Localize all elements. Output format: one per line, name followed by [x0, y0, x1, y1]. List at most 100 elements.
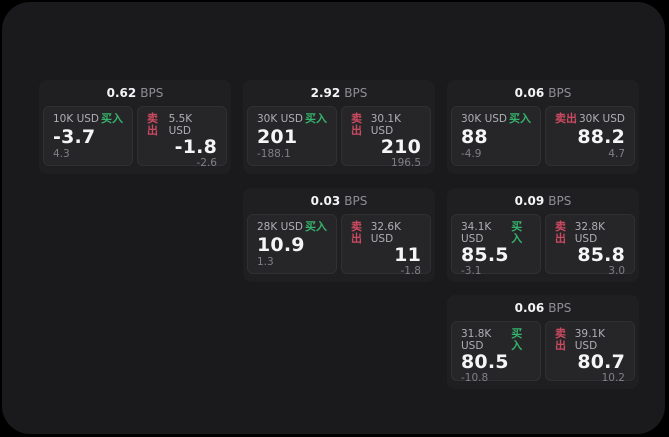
bps-label: BPS: [548, 194, 572, 208]
sell-badge: 卖出: [555, 112, 577, 125]
panel-top: 卖出 32.8K USD: [555, 220, 625, 246]
price-tile: 0.09 BPS 34.1K USD 买入 85.5 -3.1 卖出 32.8K…: [447, 188, 639, 282]
buy-badge: 买入: [511, 220, 523, 245]
tile-body: 10K USD 买入 -3.7 4.3 卖出 5.5K USD -1.8 -2.…: [39, 106, 231, 170]
spread-value: 0.09: [514, 194, 545, 208]
buy-size: 30K USD: [461, 113, 508, 125]
sell-panel[interactable]: 卖出 5.5K USD -1.8 -2.6: [137, 106, 227, 169]
sell-delta: 10.2: [601, 372, 625, 384]
bps-label: BPS: [548, 86, 572, 100]
sell-delta: -2.6: [196, 157, 218, 169]
buy-panel[interactable]: 30K USD 买入 88 -4.9: [451, 106, 541, 166]
spread-header: 0.62 BPS: [39, 80, 231, 106]
tile-body: 30K USD 买入 201 -188.1 卖出 30.1K USD 210 1…: [243, 106, 435, 170]
spread-header: 2.92 BPS: [243, 80, 435, 106]
buy-price: -3.7: [53, 125, 96, 148]
buy-badge: 买入: [305, 112, 327, 125]
panel-top: 34.1K USD 买入: [461, 220, 531, 246]
sell-price: -1.8: [174, 136, 217, 158]
spread-value: 2.92: [310, 86, 341, 100]
sell-size: 30.1K USD: [370, 113, 401, 137]
spread-value: 0.03: [310, 194, 341, 208]
bps-label: BPS: [344, 194, 368, 208]
buy-size: 28K USD: [257, 221, 304, 233]
buy-delta: 1.3: [257, 256, 274, 268]
panel-top: 30K USD 买入: [257, 112, 327, 126]
panel-top: 卖出 30K USD: [555, 112, 625, 126]
sell-price: 11: [394, 244, 421, 266]
buy-delta: -10.8: [461, 372, 489, 384]
buy-price: 201: [257, 125, 298, 148]
spread-value: 0.06: [514, 86, 545, 100]
spread-header: 0.09 BPS: [447, 188, 639, 214]
sell-delta: -1.8: [400, 265, 422, 277]
sell-panel[interactable]: 卖出 39.1K USD 80.7 10.2: [545, 321, 635, 384]
sell-delta: 196.5: [390, 157, 421, 169]
buy-badge: 买入: [101, 112, 123, 125]
sell-panel[interactable]: 卖出 30K USD 88.2 4.7: [545, 106, 635, 166]
buy-size: 30K USD: [257, 113, 304, 125]
panel-top: 30K USD 买入: [461, 112, 531, 126]
buy-panel[interactable]: 30K USD 买入 201 -188.1: [247, 106, 337, 166]
buy-panel[interactable]: 34.1K USD 买入 85.5 -3.1: [451, 214, 541, 277]
price-tile: 0.03 BPS 28K USD 买入 10.9 1.3 卖出 32.6K US…: [243, 188, 435, 282]
sell-size: 5.5K USD: [168, 113, 193, 137]
panel-top: 卖出 32.6K USD: [351, 220, 421, 246]
sell-panel[interactable]: 卖出 32.6K USD 11 -1.8: [341, 214, 431, 277]
panel-top: 卖出 30.1K USD: [351, 112, 421, 138]
buy-delta: -188.1: [257, 148, 291, 160]
spread-value: 0.62: [106, 86, 137, 100]
tile-body: 31.8K USD 买入 80.5 -10.8 卖出 39.1K USD 80.…: [447, 321, 639, 385]
panel-top: 卖出 39.1K USD: [555, 327, 625, 353]
buy-panel[interactable]: 10K USD 买入 -3.7 4.3: [43, 106, 133, 166]
price-tile: 0.06 BPS 30K USD 买入 88 -4.9 卖出 30K USD 8…: [447, 80, 639, 174]
buy-badge: 买入: [509, 112, 531, 125]
bps-label: BPS: [140, 86, 164, 100]
panel-top: 28K USD 买入: [257, 220, 327, 234]
buy-delta: 4.3: [53, 148, 70, 160]
sell-delta: 3.0: [608, 265, 625, 277]
tile-body: 28K USD 买入 10.9 1.3 卖出 32.6K USD 11 -1.8: [243, 214, 435, 278]
tile-body: 30K USD 买入 88 -4.9 卖出 30K USD 88.2 4.7: [447, 106, 639, 170]
buy-size: 31.8K USD: [461, 328, 492, 352]
sell-size: 32.6K USD: [370, 221, 401, 245]
sell-delta: 4.7: [608, 148, 625, 160]
sell-size: 30K USD: [578, 113, 625, 125]
buy-panel[interactable]: 28K USD 买入 10.9 1.3: [247, 214, 337, 274]
sell-badge: 卖出: [351, 112, 362, 137]
buy-badge: 买入: [305, 220, 327, 233]
sell-badge: 卖出: [555, 220, 566, 245]
price-tile: 0.06 BPS 31.8K USD 买入 80.5 -10.8 卖出 39.1…: [447, 295, 639, 389]
sell-panel[interactable]: 卖出 30.1K USD 210 196.5: [341, 106, 431, 169]
buy-price: 85.5: [461, 244, 509, 266]
sell-price: 210: [380, 136, 421, 158]
spread-header: 0.06 BPS: [447, 80, 639, 106]
buy-price: 80.5: [461, 351, 509, 373]
price-tile: 2.92 BPS 30K USD 买入 201 -188.1 卖出 30.1K …: [243, 80, 435, 174]
bps-label: BPS: [344, 86, 368, 100]
sell-size: 32.8K USD: [574, 221, 605, 245]
app-surface: 0.62 BPS 10K USD 买入 -3.7 4.3 卖出 5.5K USD…: [2, 2, 665, 434]
panel-top: 31.8K USD 买入: [461, 328, 531, 353]
panel-top: 10K USD 买入: [53, 112, 123, 126]
price-tile: 0.62 BPS 10K USD 买入 -3.7 4.3 卖出 5.5K USD…: [39, 80, 231, 174]
spread-value: 0.06: [514, 301, 545, 315]
sell-badge: 卖出: [555, 327, 566, 352]
spread-header: 0.03 BPS: [243, 188, 435, 214]
buy-delta: -3.1: [461, 265, 482, 277]
sell-panel[interactable]: 卖出 32.8K USD 85.8 3.0: [545, 214, 635, 277]
buy-price: 88: [461, 125, 488, 148]
panel-top: 卖出 5.5K USD: [147, 112, 217, 138]
sell-badge: 卖出: [351, 220, 362, 245]
bps-label: BPS: [548, 301, 572, 315]
sell-price: 88.2: [577, 125, 625, 148]
buy-size: 10K USD: [53, 113, 100, 125]
sell-price: 85.8: [577, 244, 625, 266]
buy-panel[interactable]: 31.8K USD 买入 80.5 -10.8: [451, 321, 541, 384]
buy-delta: -4.9: [461, 148, 482, 160]
buy-size: 34.1K USD: [461, 221, 492, 245]
sell-badge: 卖出: [147, 112, 158, 137]
sell-price: 80.7: [577, 351, 625, 373]
tile-body: 34.1K USD 买入 85.5 -3.1 卖出 32.8K USD 85.8…: [447, 214, 639, 278]
sell-size: 39.1K USD: [574, 328, 605, 352]
